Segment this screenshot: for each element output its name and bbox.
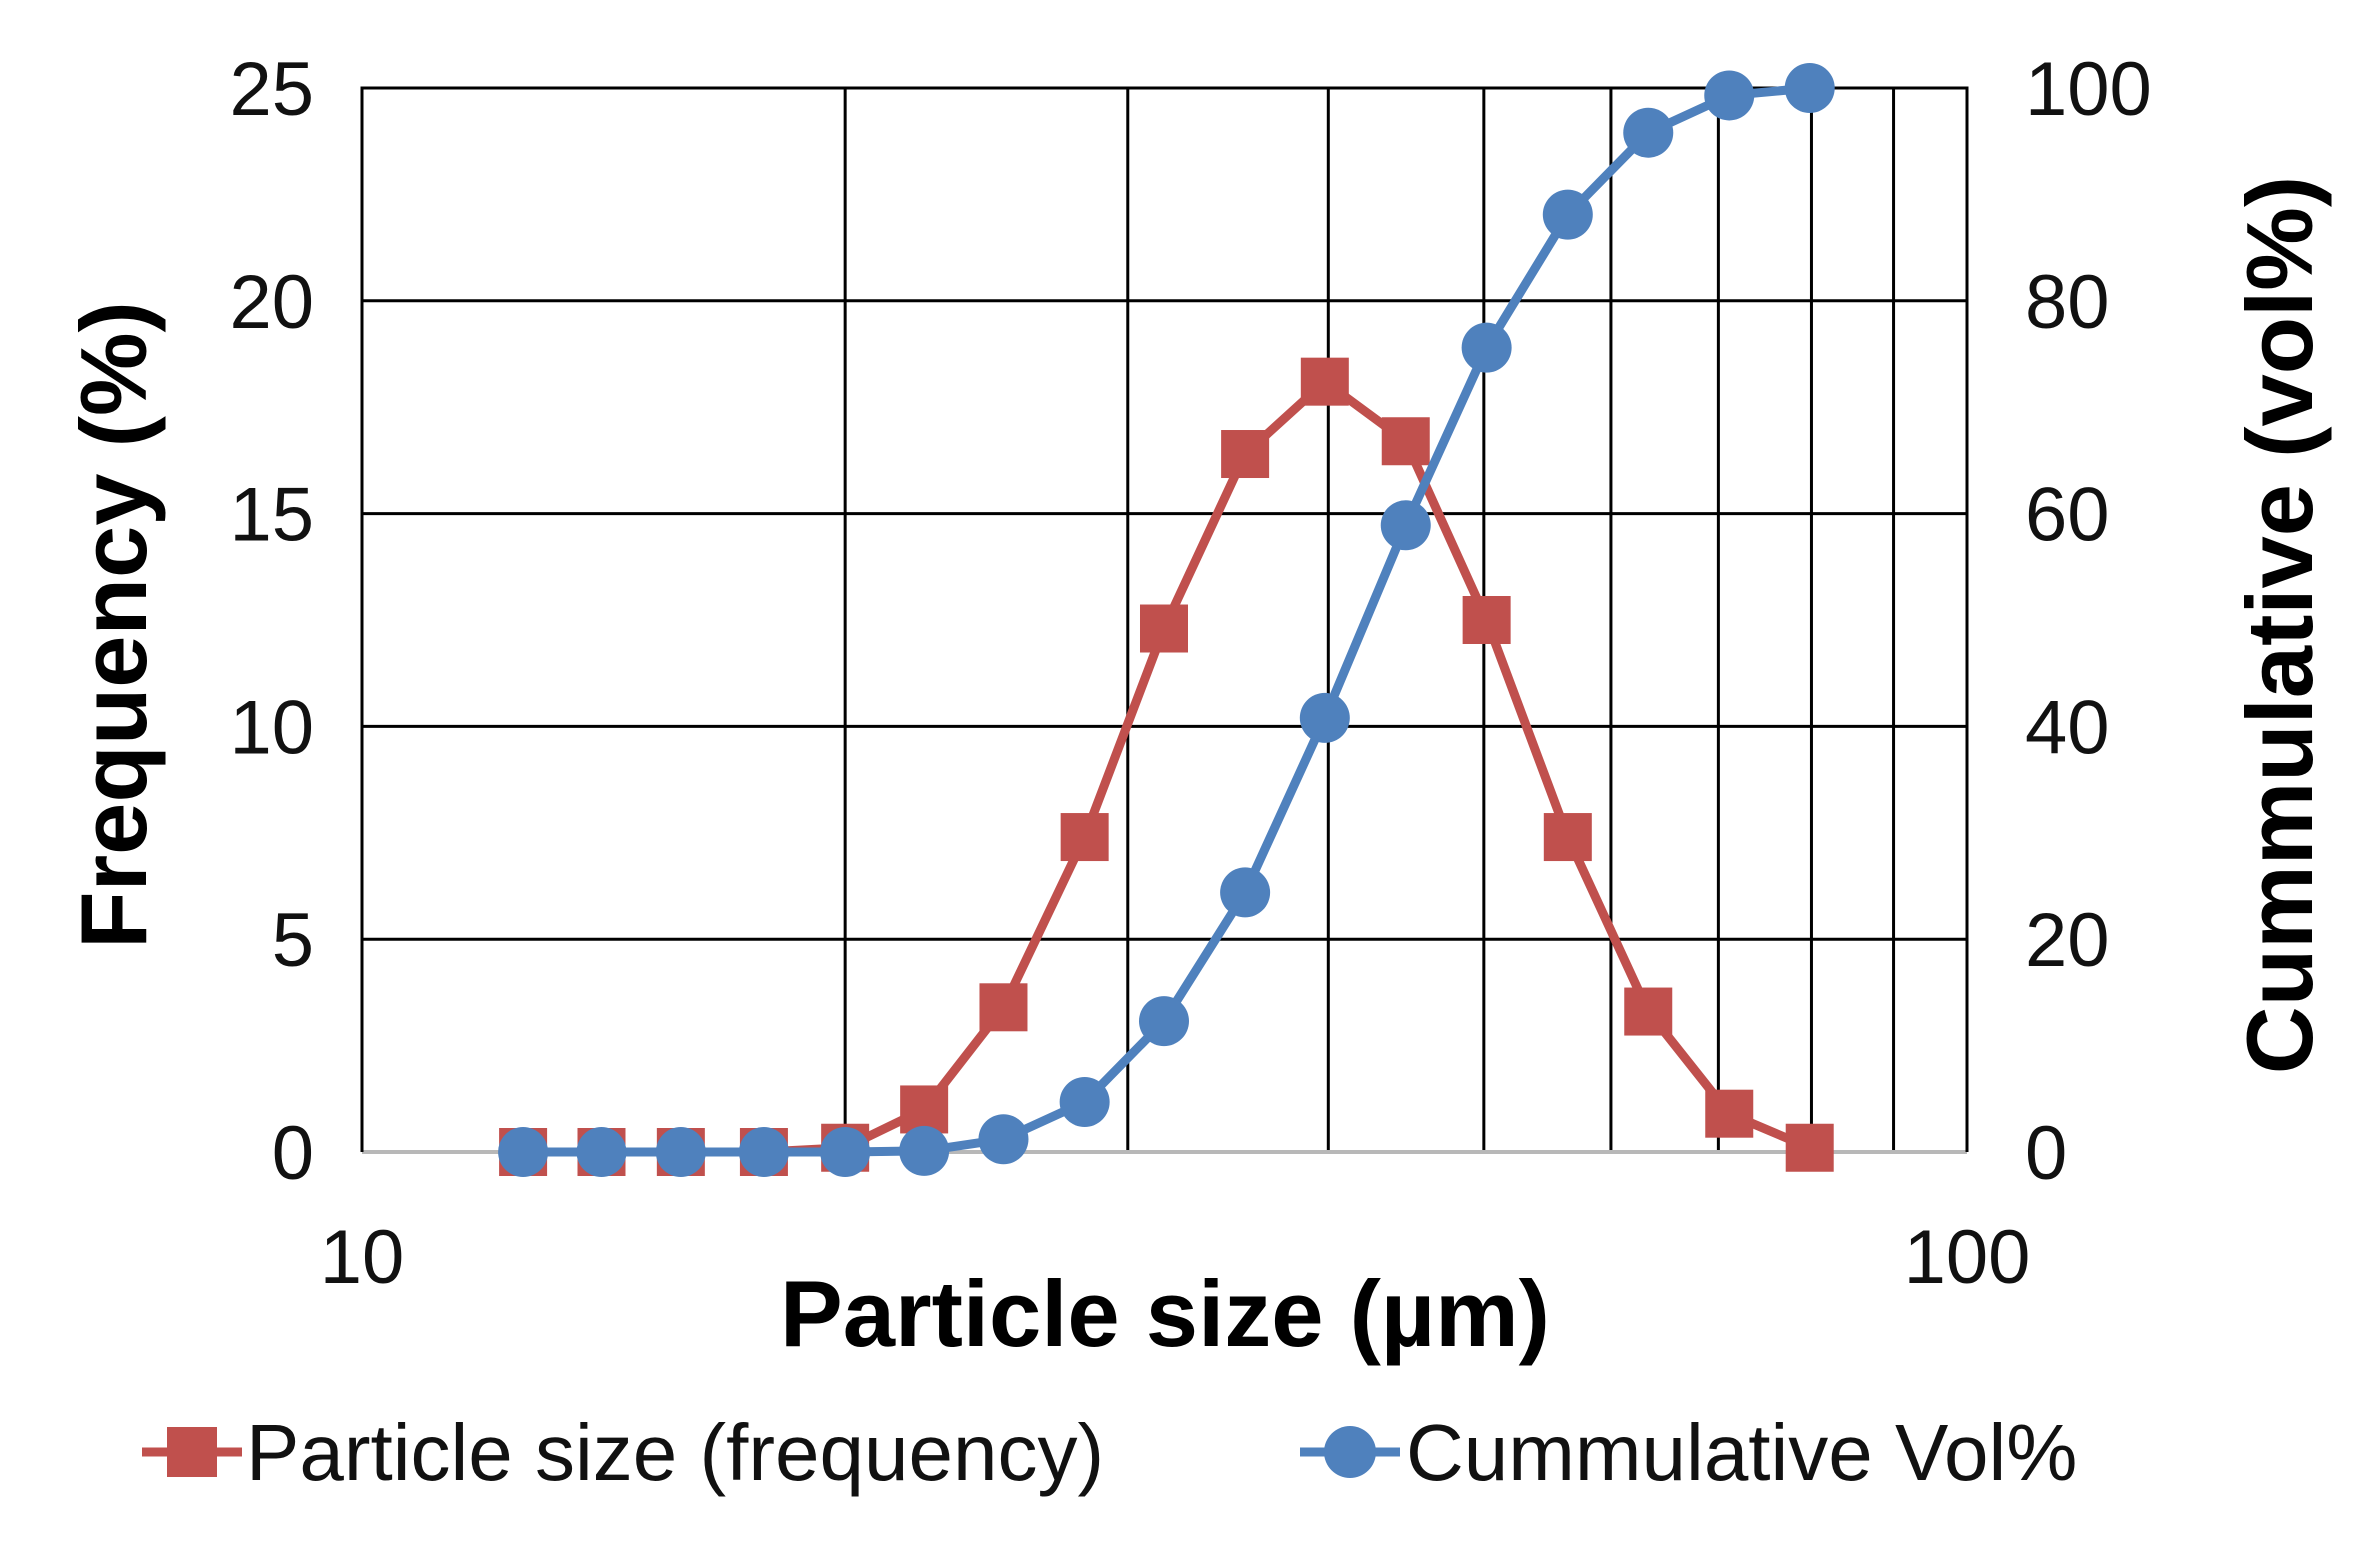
data-point-cumulative — [1784, 63, 1835, 113]
data-point-frequency — [1300, 357, 1349, 406]
data-point-cumulative — [1623, 107, 1674, 158]
left-y-tick-label: 5 — [272, 898, 314, 983]
data-point-cumulative — [1542, 189, 1593, 240]
left-y-tick-labels: 0 5 10 15 20 25 — [229, 47, 314, 1196]
legend-label-frequency: Particle size (frequency) — [246, 1408, 1104, 1497]
data-point-cumulative — [1220, 867, 1271, 918]
data-point-frequency — [1543, 813, 1592, 862]
x-tick-label-100: 100 — [1904, 1215, 2031, 1300]
data-point-frequency — [1381, 417, 1430, 466]
data-point-cumulative — [1380, 500, 1431, 551]
right-y-tick-label: 20 — [2025, 898, 2110, 983]
data-point-cumulative — [1704, 70, 1755, 121]
data-point-frequency — [1624, 987, 1673, 1036]
data-point-cumulative — [738, 1127, 789, 1177]
right-y-tick-label: 40 — [2025, 685, 2110, 770]
right-y-axis-title: Cummulative (vol%) — [2227, 176, 2332, 1074]
x-tick-label-10: 10 — [320, 1215, 405, 1300]
data-point-frequency — [1221, 430, 1270, 479]
legend-circle-marker — [1324, 1426, 1376, 1478]
data-point-cumulative — [1138, 996, 1189, 1047]
data-point-frequency — [979, 983, 1028, 1032]
data-point-cumulative — [820, 1127, 871, 1177]
data-point-cumulative — [1299, 692, 1350, 743]
data-point-frequency — [1785, 1123, 1834, 1172]
left-y-tick-label: 0 — [272, 1111, 314, 1196]
data-point-frequency — [1139, 604, 1188, 653]
right-y-tick-labels: 0 20 40 60 80 100 — [2025, 47, 2152, 1196]
data-point-frequency — [1705, 1089, 1754, 1138]
legend-item-cumulative[interactable]: Cummulative Vol% — [1300, 1408, 2077, 1497]
data-point-cumulative — [1059, 1076, 1110, 1127]
plot-frame — [360, 86, 1969, 1154]
legend-item-frequency[interactable]: Particle size (frequency) — [142, 1408, 1104, 1497]
right-y-tick-label: 80 — [2025, 260, 2110, 345]
data-point-cumulative — [1461, 322, 1512, 373]
right-y-tick-label: 60 — [2025, 473, 2110, 558]
left-y-tick-label: 25 — [229, 47, 314, 132]
legend-square-marker — [167, 1427, 217, 1477]
data-point-cumulative — [978, 1114, 1029, 1165]
data-point-cumulative — [899, 1125, 950, 1176]
data-point-frequency — [1462, 596, 1511, 644]
data-point-frequency — [1060, 813, 1109, 862]
left-y-tick-label: 15 — [229, 473, 314, 558]
legend: Particle size (frequency) Cummulative Vo… — [142, 1408, 2077, 1497]
data-point-frequency — [900, 1085, 949, 1134]
data-point-cumulative — [576, 1127, 627, 1177]
legend-label-cumulative: Cummulative Vol% — [1406, 1408, 2077, 1497]
left-y-tick-label: 10 — [229, 685, 314, 770]
series-layer — [498, 63, 1835, 1177]
data-point-cumulative — [498, 1127, 549, 1177]
right-y-tick-label: 0 — [2025, 1111, 2067, 1196]
data-point-cumulative — [655, 1127, 706, 1177]
left-y-tick-label: 20 — [229, 260, 314, 345]
x-axis-title: Particle size (µm) — [780, 1261, 1550, 1366]
right-y-tick-label: 100 — [2025, 47, 2152, 132]
left-y-axis-title: Frequency (%) — [61, 301, 166, 949]
